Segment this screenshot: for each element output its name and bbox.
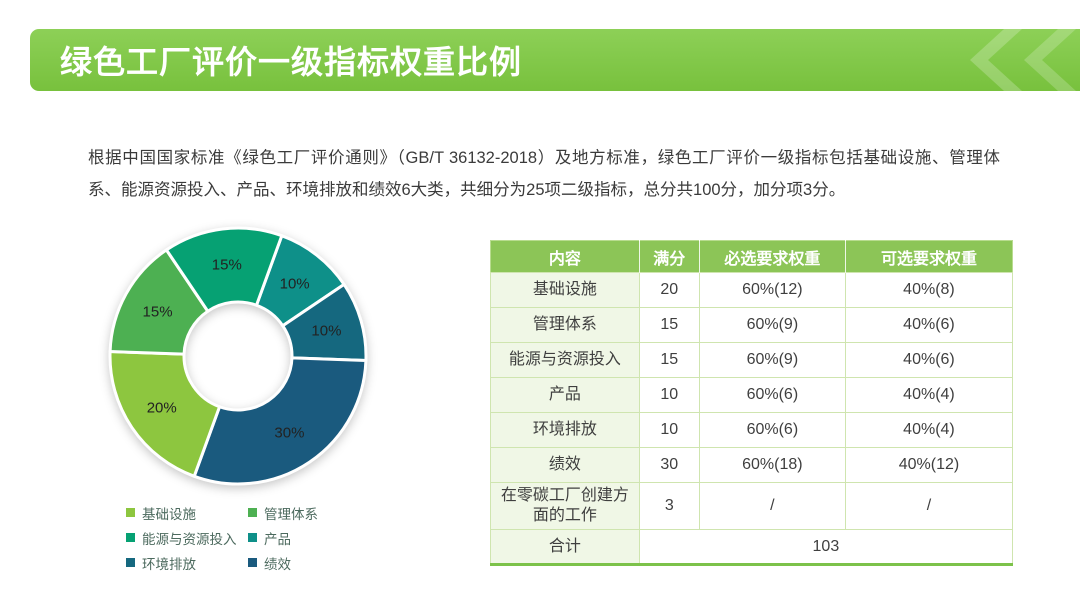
table-cell: 60%(18) (698, 447, 846, 483)
table-row: 产品 10 60%(6) 40%(4) (490, 377, 1014, 413)
table-cell: 绩效 (490, 447, 640, 483)
table-header-cell: 内容 (490, 240, 640, 273)
table-cell: 60%(9) (698, 342, 846, 378)
donut-slice (192, 356, 368, 486)
table-cell: 在零碳工厂创建方面的工作 (490, 482, 640, 530)
legend-swatch-icon (126, 533, 135, 542)
legend-swatch-icon (248, 558, 257, 567)
donut-slice-label: 15% (143, 303, 173, 320)
table-total-row: 合计 103 (490, 529, 1014, 565)
table-cell: 10 (638, 377, 700, 413)
donut-slice-label: 30% (274, 424, 304, 441)
table-cell: 40%(8) (844, 272, 1014, 308)
table-cell: 3 (638, 482, 700, 530)
table-cell: / (844, 482, 1014, 530)
table-header-cell: 可选要求权重 (844, 240, 1013, 273)
table-cell: 管理体系 (490, 307, 640, 343)
donut-slice-label: 10% (280, 276, 310, 293)
table-header-cell: 必选要求权重 (698, 240, 846, 273)
table-cell: 40%(12) (844, 447, 1014, 483)
legend-swatch-icon (248, 508, 257, 517)
donut-chart-container: 10% 10% 30% 20% 15% 15% (96, 214, 380, 498)
donut-slices (108, 226, 368, 486)
legend-item: 产品 (248, 525, 318, 550)
legend-label: 基础设施 (142, 506, 196, 522)
legend-swatch-icon (126, 508, 135, 517)
table-row: 在零碳工厂创建方面的工作 3// (490, 482, 1014, 530)
table-row: 基础设施 20 60%(12) 40%(8) (490, 272, 1014, 308)
donut-slice-label: 15% (212, 257, 242, 274)
table-cell: 10 (638, 412, 700, 448)
table-cell: 基础设施 (490, 272, 640, 308)
table-cell: 30 (638, 447, 700, 483)
legend-item: 能源与资源投入 (126, 525, 248, 550)
table-row: 管理体系 15 60%(9) 40%(6) (490, 307, 1014, 343)
table-cell: 40%(4) (844, 377, 1014, 413)
legend-item: 环境排放 (126, 550, 248, 575)
legend-label: 能源与资源投入 (142, 531, 237, 547)
legend-item: 绩效 (248, 550, 318, 575)
legend-item: 管理体系 (248, 500, 318, 525)
table-cell: 15 (638, 342, 700, 378)
title-banner: 绿色工厂评价一级指标权重比例 (30, 29, 1080, 91)
table-total-value: 103 (638, 529, 1014, 565)
donut-slice-label: 20% (147, 399, 177, 416)
legend-label: 绩效 (264, 556, 291, 572)
donut-chart: 10% 10% 30% 20% 15% 15% (108, 226, 368, 486)
table-row: 环境排放 10 60%(6) 40%(4) (490, 412, 1014, 448)
chevron-left-icon (970, 29, 1076, 91)
donut-slice (108, 350, 222, 478)
table-header-cell: 满分 (638, 240, 700, 273)
table-cell: / (698, 482, 846, 530)
legend-item: 基础设施 (126, 500, 248, 525)
legend-label: 管理体系 (264, 506, 318, 522)
table-cell: 环境排放 (490, 412, 640, 448)
table-total-label: 合计 (490, 529, 640, 565)
legend-swatch-icon (248, 533, 257, 542)
table-cell: 能源与资源投入 (490, 342, 640, 378)
table-cell: 60%(12) (698, 272, 846, 308)
table-header-row: 内容 满分 必选要求权重 可选要求权重 (490, 240, 1013, 273)
table-cell: 60%(6) (698, 377, 846, 413)
table-cell: 40%(6) (844, 307, 1014, 343)
legend-label: 产品 (264, 531, 291, 547)
table-cell: 60%(9) (698, 307, 846, 343)
legend-swatch-icon (126, 558, 135, 567)
donut-slice (164, 226, 284, 313)
table-cell: 60%(6) (698, 412, 846, 448)
donut-slice-label: 10% (311, 323, 341, 340)
table-row: 能源与资源投入 15 60%(9) 40%(6) (490, 342, 1014, 378)
table-cell: 40%(4) (844, 412, 1014, 448)
intro-paragraph: 根据中国国家标准《绿色工厂评价通则》（GB/T 36132-2018）及地方标准… (88, 149, 1000, 199)
legend-label: 环境排放 (142, 556, 196, 572)
page-title: 绿色工厂评价一级指标权重比例 (60, 44, 523, 80)
table-body: 基础设施 20 60%(12) 40%(8) 管理体系 15 60%(9) 40%(6) 能源与… (490, 272, 1014, 565)
table-row: 绩效 30 60%(18) 40%(12) (490, 447, 1014, 483)
table-cell: 产品 (490, 377, 640, 413)
table-cell: 20 (638, 272, 700, 308)
table-cell: 15 (638, 307, 700, 343)
table-cell: 40%(6) (844, 342, 1014, 378)
chart-legend: 基础设施 管理体系能源与资源投入 产品环境排放 绩效 (126, 500, 318, 575)
weights-table: 内容 满分 必选要求权重 可选要求权重 基础设施 20 60%(12) 40%(8) 管理体系… (490, 240, 1014, 566)
donut-labels: 10% 10% 30% 20% 15% 15% (143, 257, 342, 442)
